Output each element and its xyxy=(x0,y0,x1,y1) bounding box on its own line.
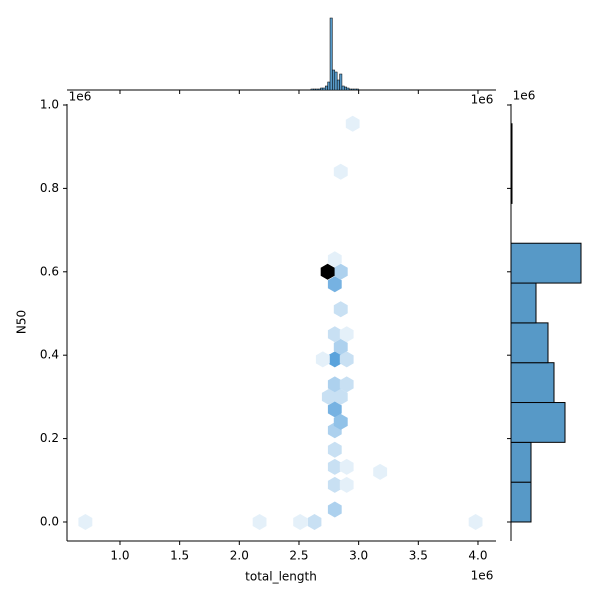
hexbin xyxy=(327,351,342,368)
top-hist-bar xyxy=(346,87,350,91)
top-hist-bar xyxy=(332,69,336,91)
x-tick-label: 3.5 xyxy=(409,549,428,563)
x-tick-label: 2.0 xyxy=(230,549,249,563)
top-hist-bar xyxy=(344,86,347,91)
top-offset-text: 1e6 xyxy=(471,93,494,107)
top-hist-bar xyxy=(322,87,326,91)
hexbin xyxy=(327,501,342,518)
hexbin xyxy=(339,376,354,393)
right-hist-bar xyxy=(510,163,513,204)
hexbin xyxy=(333,338,348,355)
right-hist-bar xyxy=(510,362,555,404)
hexbin xyxy=(339,476,354,493)
hexbin xyxy=(339,326,354,343)
right-hist-bar xyxy=(510,282,537,324)
x-offset-text: 1e6 xyxy=(471,569,494,583)
hexbin xyxy=(327,376,342,393)
top-hist-bar xyxy=(317,88,321,91)
right-offset-text: 1e6 xyxy=(513,89,536,103)
hexbin xyxy=(307,514,322,530)
top-hist-bar xyxy=(329,17,333,91)
top-hist-bar xyxy=(339,73,343,91)
right-hist-bar xyxy=(510,441,532,483)
hexbin xyxy=(339,458,354,475)
top-hist-bar xyxy=(336,79,340,91)
hexbin xyxy=(327,326,342,343)
hexbin xyxy=(327,276,342,293)
hexbin xyxy=(333,301,348,318)
top-hist-bar xyxy=(353,88,357,91)
top-hist-bar xyxy=(348,88,352,91)
top-hist-bar xyxy=(327,81,331,91)
hexbin xyxy=(315,351,330,368)
top-hist-bar xyxy=(313,88,316,91)
hexbin xyxy=(468,514,483,530)
right-hist-bar xyxy=(510,481,532,523)
top-hist-bar xyxy=(341,85,345,91)
hexbin xyxy=(333,163,348,180)
y-label: N50 xyxy=(15,310,29,334)
x-tick-label: 1.5 xyxy=(170,549,189,563)
y-tick-label: 0.6 xyxy=(40,264,59,278)
top-hist-bar xyxy=(324,85,328,91)
x-tick-label: 4.0 xyxy=(468,549,487,563)
right-hist-bar xyxy=(510,242,582,284)
y-tick-label: 0.8 xyxy=(40,181,59,195)
y-tick-label: 0.2 xyxy=(40,431,59,445)
hexbin xyxy=(327,441,342,458)
hexbin xyxy=(320,263,335,280)
hexbin xyxy=(373,463,388,480)
top-hist-bar xyxy=(320,87,324,91)
top-hist-bar xyxy=(356,88,359,91)
hexbin xyxy=(78,514,93,530)
top-hist-bar xyxy=(334,71,338,91)
hexbin xyxy=(345,115,360,132)
hexbin xyxy=(327,476,342,493)
x-tick-label: 3.0 xyxy=(349,549,368,563)
top-hist-bar xyxy=(351,88,355,91)
hexbin xyxy=(327,251,342,268)
right-hist-bar xyxy=(510,402,566,443)
x-tick-label: 1.0 xyxy=(110,549,129,563)
hexbin xyxy=(321,388,336,405)
y-offset-text: 1e6 xyxy=(69,90,92,104)
top-hist-bar xyxy=(310,88,314,91)
hexbin xyxy=(333,413,348,430)
x-tick-label: 2.5 xyxy=(289,549,308,563)
top-hist-bar xyxy=(315,88,319,91)
y-tick-label: 1.0 xyxy=(40,98,59,112)
hexbin xyxy=(333,388,348,405)
right-hist-bar xyxy=(510,322,549,364)
hexbin xyxy=(327,458,342,475)
hexbin xyxy=(252,514,267,530)
hexbin xyxy=(293,514,308,530)
hexbin xyxy=(339,351,354,368)
y-tick-label: 0.0 xyxy=(40,514,59,528)
hexbin xyxy=(327,401,342,418)
hexbin xyxy=(333,263,348,280)
right-hist-bar xyxy=(510,123,513,165)
y-tick-label: 0.4 xyxy=(40,348,59,362)
x-label: total_length xyxy=(245,570,317,584)
